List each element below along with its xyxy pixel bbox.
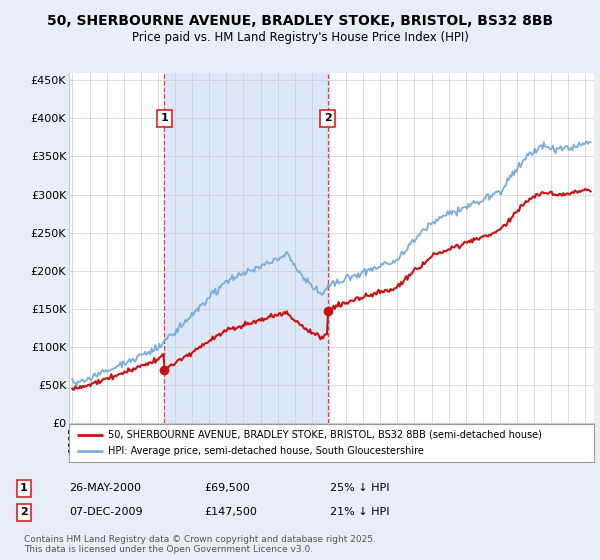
Text: 21% ↓ HPI: 21% ↓ HPI: [330, 507, 389, 517]
Text: 1: 1: [20, 483, 28, 493]
Text: Price paid vs. HM Land Registry's House Price Index (HPI): Price paid vs. HM Land Registry's House …: [131, 31, 469, 44]
Text: 50, SHERBOURNE AVENUE, BRADLEY STOKE, BRISTOL, BS32 8BB (semi-detached house): 50, SHERBOURNE AVENUE, BRADLEY STOKE, BR…: [109, 430, 542, 440]
Bar: [164, 73, 328, 423]
Text: £147,500: £147,500: [204, 507, 257, 517]
Text: 26-MAY-2000: 26-MAY-2000: [69, 483, 141, 493]
Text: Contains HM Land Registry data © Crown copyright and database right 2025.
This d: Contains HM Land Registry data © Crown c…: [24, 535, 376, 554]
Text: HPI: Average price, semi-detached house, South Gloucestershire: HPI: Average price, semi-detached house,…: [109, 446, 424, 456]
Text: 2: 2: [20, 507, 28, 517]
Text: 2: 2: [323, 114, 331, 123]
Text: £69,500: £69,500: [204, 483, 250, 493]
Text: 1: 1: [161, 114, 168, 123]
Text: 07-DEC-2009: 07-DEC-2009: [69, 507, 143, 517]
Text: 50, SHERBOURNE AVENUE, BRADLEY STOKE, BRISTOL, BS32 8BB: 50, SHERBOURNE AVENUE, BRADLEY STOKE, BR…: [47, 14, 553, 28]
Text: 25% ↓ HPI: 25% ↓ HPI: [330, 483, 389, 493]
